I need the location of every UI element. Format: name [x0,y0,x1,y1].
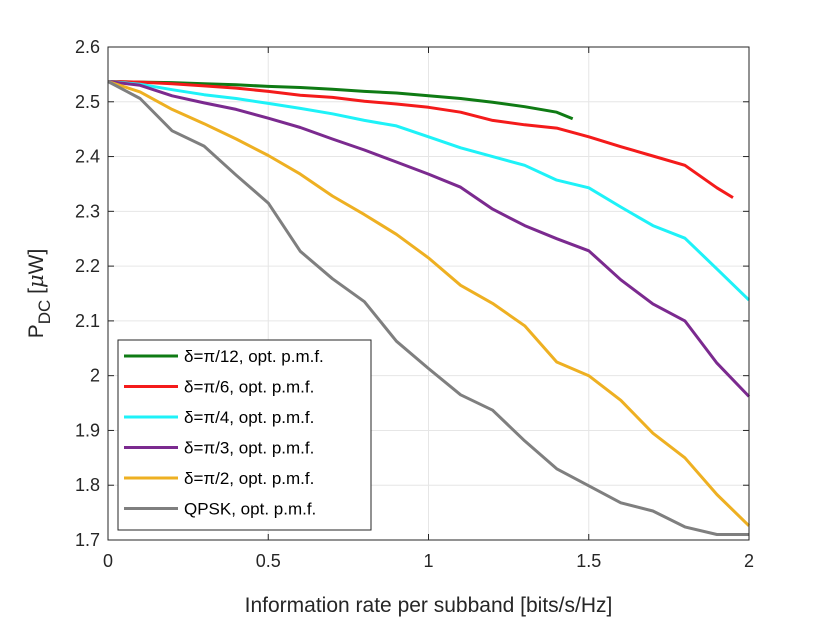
series-line-5 [107,80,751,527]
x-tick-label: 1.5 [576,551,601,571]
y-tick-label: 1.7 [75,530,100,550]
legend-box [117,339,372,531]
x-tick-label: 2 [744,551,754,571]
legend: δ=π/12, opt. p.m.f. δ=π/6, opt. p.m.f. δ=π… [117,339,372,531]
y-axis-label-unit-open: [ [25,288,48,300]
axes: 0 0.5 1 1.5 2 1.7 1.8 1.9 2 2.1 2.2 2.3 2.4 2.5 2.6 [75,37,754,571]
series-line-4 [107,80,751,398]
y-axis-label-sub: DC [35,300,54,325]
series-layer [107,80,751,536]
legend-entry-6: QPSK, opt. p.m.f. [184,500,316,519]
y-tick-label: 2.2 [75,256,100,276]
legend-entry-1: δ=π/12, opt. p.m.f. [184,347,324,366]
y-tick-label: 2.5 [75,92,100,112]
y-tick-label: 1.8 [75,475,100,495]
y-axis-label-main: P [25,324,48,338]
y-tick-label: 2.3 [75,201,100,221]
legend-entry-4: δ=π/3, opt. p.m.f. [184,439,314,458]
y-tick-label: 2 [90,366,100,386]
x-tick-label: 0.5 [256,551,281,571]
x-axis-label: Information rate per subband [bits/s/Hz] [245,594,613,617]
x-tick-label: 0 [103,551,113,571]
y-tick-label: 2.6 [75,37,100,57]
y-axis-label-unit-mu: μ [24,274,48,288]
y-axis-label: PDC [μW] [24,249,54,339]
y-tick-label: 2.1 [75,311,100,331]
series-line-3 [107,80,751,302]
y-tick-label: 2.4 [75,147,100,167]
y-tick-label: 1.9 [75,420,100,440]
legend-entry-3: δ=π/4, opt. p.m.f. [184,408,314,427]
x-tick-label: 1 [423,551,433,571]
legend-entry-2: δ=π/6, opt. p.m.f. [184,378,314,397]
y-axis-label-unit-rest: W] [25,249,48,275]
legend-entry-5: δ=π/2, opt. p.m.f. [184,469,314,488]
series-line-6 [107,80,749,536]
series-line-1 [107,80,574,121]
series-line-2 [107,80,734,199]
